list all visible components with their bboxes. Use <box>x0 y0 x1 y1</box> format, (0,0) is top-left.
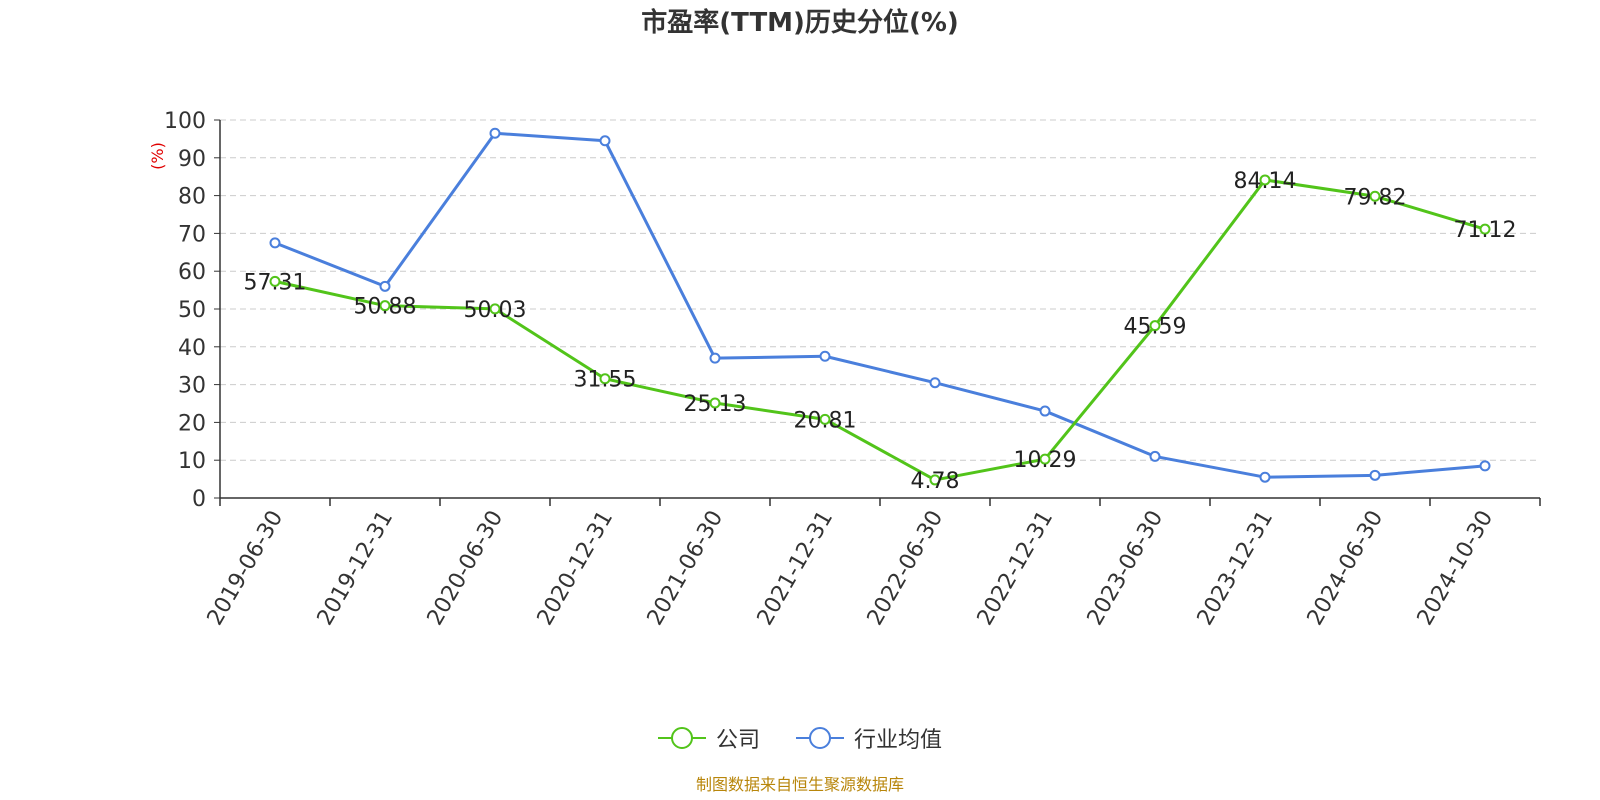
x-tick-label: 2023-06-30 <box>1083 507 1169 630</box>
y-axis-label: (%) <box>148 142 167 170</box>
company-point <box>929 474 941 486</box>
x-tick-label: 2022-06-30 <box>863 507 949 630</box>
legend: 公司 行业均值 <box>0 722 1600 754</box>
y-tick-label: 40 <box>178 336 206 361</box>
company-point <box>709 397 721 409</box>
x-tick-label: 2023-12-31 <box>1193 507 1279 630</box>
company-data-label: 25.13 <box>684 392 747 417</box>
company-point <box>819 413 831 425</box>
legend-item-industry-average[interactable]: 行业均值 <box>796 722 942 754</box>
company-point <box>599 373 611 385</box>
industry-average-point <box>489 127 501 139</box>
x-tick-label: 2024-10-30 <box>1413 507 1499 630</box>
company-point <box>1039 453 1051 465</box>
x-tick-label: 2024-06-30 <box>1303 507 1389 630</box>
industry-average-point <box>819 350 831 362</box>
x-tick-label: 2022-12-31 <box>973 507 1059 630</box>
legend-company-symbol <box>657 726 706 750</box>
legend-item-company[interactable]: 公司 <box>657 722 760 754</box>
company-data-label: 57.31 <box>244 270 307 295</box>
x-tick-label: 2020-06-30 <box>423 507 509 630</box>
legend-company-label: 公司 <box>715 728 760 753</box>
y-tick-label: 100 <box>164 109 206 134</box>
y-tick-label: 60 <box>178 260 206 285</box>
industry-average-point <box>599 135 611 147</box>
industry-average-point <box>379 280 391 292</box>
company-point <box>1479 223 1491 235</box>
y-tick-label: 30 <box>178 374 206 399</box>
industry-average-point <box>709 352 721 364</box>
series-line-company <box>274 178 1486 482</box>
company-point <box>1149 320 1161 332</box>
company-data-label: 31.55 <box>574 368 637 393</box>
y-tick-label: 70 <box>178 222 206 247</box>
company-point <box>379 300 391 312</box>
company-point <box>1259 174 1271 186</box>
company-data-label: 50.03 <box>464 298 527 323</box>
y-tick-label: 10 <box>178 449 206 474</box>
y-tick-label: 0 <box>192 487 206 512</box>
chart-title: 市盈率(TTM)历史分位(%) <box>641 8 959 38</box>
company-point <box>489 303 501 315</box>
company-data-label: 84.14 <box>1234 169 1297 194</box>
company-data-label: 10.29 <box>1014 448 1077 473</box>
company-data-label: 79.82 <box>1344 185 1407 210</box>
company-data-label: 50.88 <box>354 295 417 320</box>
series-line-industry-average <box>274 131 1486 479</box>
industry-average-point <box>929 377 941 389</box>
x-tick-label: 2021-06-30 <box>643 507 729 630</box>
industry-average-point <box>1149 450 1161 462</box>
company-data-label: 4.78 <box>911 469 960 494</box>
x-tick-label: 2019-06-30 <box>203 507 289 630</box>
y-tick-label: 90 <box>178 147 206 172</box>
company-data-label: 45.59 <box>1124 315 1187 340</box>
x-tick-label: 2019-12-31 <box>313 507 399 630</box>
x-tick-label: 2021-12-31 <box>753 507 839 630</box>
company-data-label: 20.81 <box>794 408 857 433</box>
data-source-note: 制图数据来自恒生聚源数据库 <box>695 775 904 794</box>
x-tick-label: 2020-12-31 <box>533 507 619 630</box>
y-tick-label: 80 <box>178 185 206 210</box>
industry-average-point <box>1369 469 1381 481</box>
legend-industry-symbol <box>796 726 844 750</box>
company-point <box>269 275 281 287</box>
y-tick-label: 20 <box>178 411 206 436</box>
industry-average-point <box>1259 471 1271 483</box>
legend-industry-label: 行业均值 <box>854 728 943 753</box>
industry-average-point <box>1479 460 1491 472</box>
company-data-label: 71.12 <box>1454 218 1517 243</box>
company-point <box>1369 190 1381 202</box>
industry-average-point <box>269 237 281 249</box>
y-tick-label: 50 <box>178 298 206 323</box>
industry-average-point <box>1039 405 1051 417</box>
